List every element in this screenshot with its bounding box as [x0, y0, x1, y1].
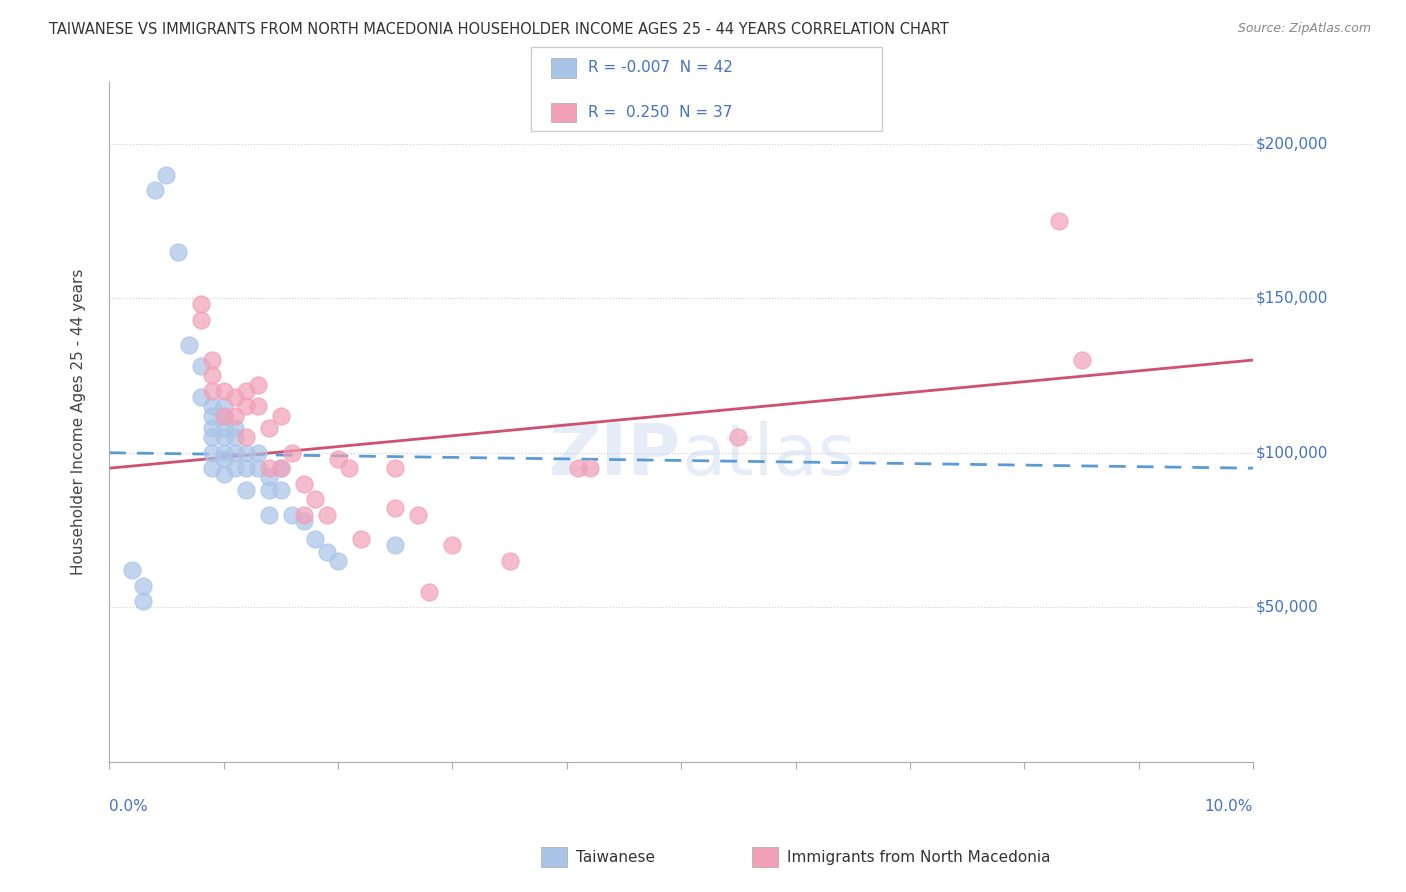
- Point: [270, 483, 292, 497]
- Point: [201, 400, 224, 414]
- Text: TAIWANESE VS IMMIGRANTS FROM NORTH MACEDONIA HOUSEHOLDER INCOME AGES 25 - 44 YEA: TAIWANESE VS IMMIGRANTS FROM NORTH MACED…: [49, 22, 949, 37]
- Point: [326, 451, 349, 466]
- Point: [224, 461, 246, 475]
- Point: [143, 183, 166, 197]
- Text: $200,000: $200,000: [1256, 136, 1327, 152]
- Text: 0.0%: 0.0%: [110, 799, 148, 814]
- Point: [384, 501, 406, 516]
- Point: [212, 409, 235, 423]
- Point: [190, 390, 212, 404]
- Point: [201, 421, 224, 435]
- Text: Immigrants from North Macedonia: Immigrants from North Macedonia: [787, 850, 1050, 864]
- Point: [281, 446, 304, 460]
- Point: [201, 430, 224, 444]
- Point: [259, 470, 281, 484]
- Point: [384, 538, 406, 552]
- Point: [326, 554, 349, 568]
- Point: [224, 446, 246, 460]
- Point: [201, 446, 224, 460]
- Text: atlas: atlas: [681, 421, 855, 491]
- Text: $50,000: $50,000: [1256, 599, 1319, 615]
- Point: [235, 483, 257, 497]
- Point: [224, 421, 246, 435]
- Point: [235, 461, 257, 475]
- Point: [201, 353, 224, 368]
- Point: [190, 313, 212, 327]
- Text: Taiwanese: Taiwanese: [576, 850, 655, 864]
- Point: [292, 508, 315, 522]
- Point: [235, 400, 257, 414]
- Point: [132, 579, 155, 593]
- Point: [224, 430, 246, 444]
- Text: Source: ZipAtlas.com: Source: ZipAtlas.com: [1237, 22, 1371, 36]
- Point: [212, 430, 235, 444]
- Point: [727, 430, 749, 444]
- Point: [270, 409, 292, 423]
- Point: [190, 359, 212, 374]
- Point: [201, 384, 224, 398]
- Point: [259, 461, 281, 475]
- Text: $100,000: $100,000: [1256, 445, 1327, 460]
- Point: [224, 390, 246, 404]
- Point: [498, 554, 520, 568]
- Point: [339, 461, 361, 475]
- Point: [212, 384, 235, 398]
- Point: [270, 461, 292, 475]
- Point: [292, 514, 315, 528]
- Point: [246, 446, 269, 460]
- Point: [304, 533, 326, 547]
- Point: [418, 584, 440, 599]
- Point: [235, 430, 257, 444]
- Point: [212, 451, 235, 466]
- Point: [281, 508, 304, 522]
- Text: R = -0.007  N = 42: R = -0.007 N = 42: [588, 61, 733, 75]
- Point: [246, 377, 269, 392]
- Point: [304, 492, 326, 507]
- Text: $150,000: $150,000: [1256, 291, 1327, 306]
- Point: [578, 461, 600, 475]
- Point: [212, 421, 235, 435]
- Point: [246, 400, 269, 414]
- Point: [441, 538, 464, 552]
- Point: [315, 508, 337, 522]
- Point: [350, 533, 373, 547]
- Text: R =  0.250  N = 37: R = 0.250 N = 37: [588, 105, 733, 120]
- Point: [235, 384, 257, 398]
- Point: [235, 446, 257, 460]
- Point: [190, 297, 212, 311]
- Point: [201, 368, 224, 383]
- Point: [406, 508, 429, 522]
- Point: [212, 409, 235, 423]
- Point: [166, 244, 188, 259]
- Point: [201, 409, 224, 423]
- Point: [212, 400, 235, 414]
- Point: [259, 421, 281, 435]
- Point: [292, 476, 315, 491]
- Point: [1047, 214, 1070, 228]
- Point: [132, 594, 155, 608]
- Point: [384, 461, 406, 475]
- Point: [212, 467, 235, 482]
- Point: [1070, 353, 1092, 368]
- Point: [259, 483, 281, 497]
- Point: [179, 337, 201, 351]
- Point: [201, 461, 224, 475]
- Text: 10.0%: 10.0%: [1205, 799, 1253, 814]
- Y-axis label: Householder Income Ages 25 - 44 years: Householder Income Ages 25 - 44 years: [72, 268, 86, 575]
- Point: [315, 544, 337, 558]
- Point: [259, 508, 281, 522]
- Point: [567, 461, 589, 475]
- Point: [121, 563, 143, 577]
- Point: [224, 409, 246, 423]
- Point: [270, 461, 292, 475]
- Point: [246, 461, 269, 475]
- Point: [212, 446, 235, 460]
- Point: [155, 168, 177, 182]
- Text: ZIP: ZIP: [548, 421, 681, 491]
